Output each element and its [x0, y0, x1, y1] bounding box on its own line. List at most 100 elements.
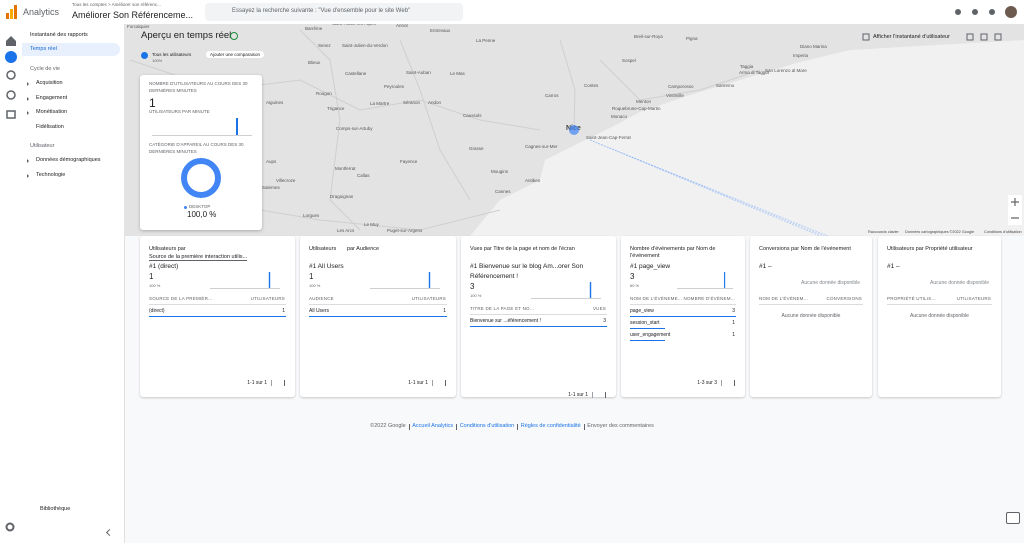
cell: 1 — [443, 308, 446, 314]
footer-link[interactable]: Envoyer des commentaires — [587, 423, 654, 429]
location-marker — [569, 125, 579, 135]
map-label: Saint-Jean-Cap-Ferrat — [586, 135, 632, 140]
pager-arrows[interactable] — [592, 392, 606, 398]
cell: user_engagement — [630, 332, 671, 338]
map-label: Fayence — [400, 159, 418, 164]
col-divider — [887, 304, 992, 305]
spark-bar — [428, 272, 431, 288]
card-sparkline — [677, 272, 733, 289]
nav-item[interactable]: Monétisation — [36, 109, 68, 115]
row-bar — [309, 316, 447, 317]
home-icon[interactable] — [6, 36, 16, 46]
col-header: TITRE DE LA PAGE ET NO... — [470, 306, 535, 311]
feedback-button[interactable] — [1006, 512, 1020, 524]
map-label: Salernes — [262, 185, 281, 190]
nav-item[interactable]: Instantané des rapports — [30, 32, 88, 38]
nav-caret — [27, 111, 29, 115]
nav-item[interactable]: Données démographiques — [36, 157, 101, 163]
overlay-title: NOMBRE D'UTILISATEURS AU COURS DES 30 DE… — [149, 81, 248, 93]
map-label: Monaco — [611, 114, 628, 119]
configure-icon[interactable] — [6, 110, 16, 119]
footer-link[interactable]: Conditions d'utilisation — [459, 423, 515, 429]
map-label: Menton — [636, 99, 652, 104]
avatar — [1005, 6, 1017, 18]
overlay-card — [140, 75, 262, 230]
map-label: Vintimille — [666, 93, 684, 98]
pager-arrows[interactable] — [721, 380, 735, 386]
map-label: Puget-sur-Argens — [387, 228, 423, 233]
top-icons — [955, 6, 1017, 18]
map-label: Callas — [357, 173, 370, 178]
reports-icon[interactable] — [5, 51, 17, 63]
cell: session_start — [630, 320, 660, 326]
footer-link[interactable]: Accueil Analytics — [412, 423, 454, 429]
logo — [6, 5, 17, 19]
card-dimension[interactable]: Source de la première interaction utilis… — [149, 254, 248, 261]
row-bar — [630, 340, 666, 341]
header-icon — [966, 33, 974, 41]
map-label: Les Arcs — [337, 228, 355, 233]
footer: ©2022 Google Accueil Analytics Conditions … — [0, 423, 1024, 430]
snapshot-button[interactable]: Afficher l'instantané d'utilisateur — [873, 34, 950, 40]
settings-icon[interactable] — [5, 522, 15, 532]
map-label: Aiguines — [266, 100, 284, 105]
map-label: Blieux — [308, 60, 321, 65]
map-label: Saint-Julien-du-Verdon — [342, 43, 388, 48]
top-icon — [972, 9, 978, 15]
donut — [181, 158, 221, 198]
map-label: La Martre — [370, 101, 390, 106]
row-bar — [630, 328, 666, 329]
card-placeholder: Aucune donnée disponible — [801, 280, 860, 286]
separator — [456, 423, 457, 430]
search-box[interactable] — [205, 3, 463, 21]
separator — [583, 423, 585, 430]
add-comparison[interactable]: Ajouter une comparaison — [206, 51, 265, 58]
pager-arrows[interactable] — [271, 380, 285, 386]
col-header: PROPRIÉTÉ UTILIS... — [887, 296, 936, 301]
card-dimension[interactable]: par Audience — [347, 246, 380, 252]
map-label: Entrevaux — [430, 28, 451, 33]
nav-item[interactable]: Temps réel — [30, 46, 57, 52]
nav-section[interactable]: Cycle de vie — [30, 66, 60, 72]
overlay-device-title: CATÉGORIE D'APPAREIL AU COURS DES 30 DER… — [149, 142, 244, 154]
overlay-sparkline — [152, 118, 252, 136]
legend-label: DESKTOP — [189, 204, 211, 209]
card-top-value: 1 — [149, 272, 154, 281]
map-label: Cannes — [495, 189, 511, 194]
card-top-pct: 100 % — [149, 283, 161, 288]
header-icon — [862, 33, 870, 41]
nav-item[interactable]: Engagement — [36, 94, 68, 101]
card-top: #1 – — [759, 263, 772, 270]
pager-arrows[interactable] — [432, 380, 446, 386]
card-top: #1 Bienvenue sur le blog Am...orer Son R… — [470, 263, 584, 280]
nav-library[interactable]: Bibliothèque — [40, 506, 71, 512]
nav-item[interactable]: Technologie — [36, 171, 66, 178]
map-label: Pigna — [686, 36, 698, 41]
map-label: Grasse — [469, 146, 484, 151]
chip-all[interactable]: Tous les utilisateurs — [152, 52, 192, 57]
nav-item[interactable]: Fidélisation — [36, 123, 64, 130]
donut-segment — [181, 158, 221, 198]
map-label: Contes — [584, 83, 599, 88]
map-label: Draguignan — [330, 194, 354, 199]
status-chip — [230, 32, 238, 40]
card-top-pct: 100 % — [470, 293, 482, 298]
nav-item[interactable]: Acquisition — [36, 80, 63, 86]
spark-bar — [236, 118, 238, 135]
property-name[interactable]: Améliorer Son Référenceme... — [72, 10, 194, 20]
cell: Bienvenue sur ...éférencement ! — [470, 318, 541, 324]
map-attribution: Conditions d'utilisation — [984, 230, 1022, 234]
explore-icon[interactable] — [6, 70, 16, 80]
product-name: Analytics — [23, 7, 60, 17]
footer-link[interactable]: Règles de confidentialité — [520, 423, 581, 429]
map-label: Caussols — [463, 113, 482, 118]
map-label: Mougins — [491, 169, 509, 174]
pager: 1-1 sur 1 — [247, 380, 267, 386]
advertising-icon[interactable] — [6, 90, 16, 100]
nav-section[interactable]: Utilisateur — [30, 143, 55, 149]
map-label: Imperia — [793, 53, 809, 58]
header-icon — [980, 33, 988, 41]
map-label: Aups — [266, 159, 277, 164]
card-title: Vues par Titre de la page et nom de l'éc… — [470, 246, 575, 252]
card-top: #1 (direct) — [149, 263, 179, 270]
